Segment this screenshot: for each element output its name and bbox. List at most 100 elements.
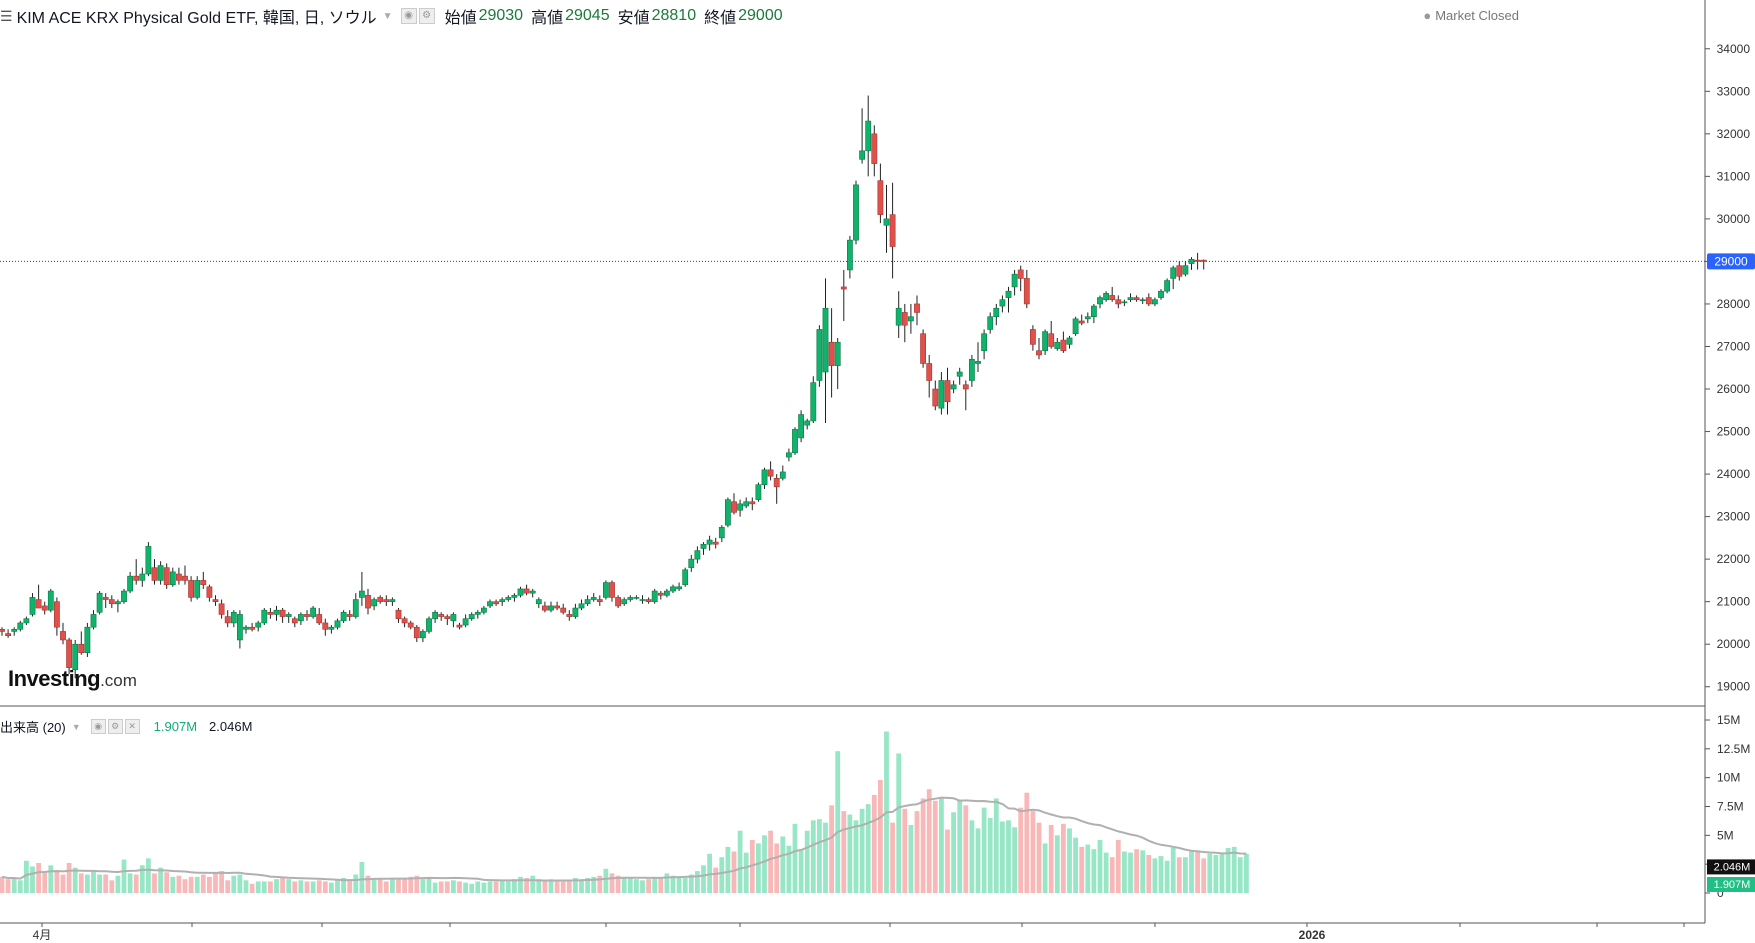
candle-body [267,612,274,615]
y-tick-label: 22000 [1717,552,1751,566]
candle-body [1133,297,1140,300]
volume-bar [402,878,407,893]
volume-bar [261,881,267,893]
volume-bar [859,808,865,893]
volume-bar [951,812,956,893]
volume-bar [670,875,676,893]
volume-bar [829,805,834,893]
volume-bar [914,811,920,893]
candle-body [993,307,1000,318]
candle-body [23,618,30,624]
volume-bar [451,880,456,893]
eye-icon[interactable]: ◉ [400,8,417,24]
volume-bar [194,876,200,893]
gear-icon[interactable]: ⚙ [418,8,435,24]
candle-body [633,597,640,599]
volume-bar [505,881,511,893]
candle-body [310,607,316,617]
volume-bar [97,874,102,893]
volume-bar [1024,792,1030,893]
volume-label[interactable]: 出来高 (20) [0,720,66,735]
volume-bar [383,881,389,893]
volume-bar [1054,835,1060,893]
vol-y-tick-label: 5M [1717,828,1734,842]
candle-body [1200,259,1207,262]
volume-bar [347,879,353,893]
candle-body [792,429,798,454]
candle-body [0,629,5,632]
x-tick-label: 4月 [33,928,52,942]
chevron-down-icon[interactable]: ▼ [382,10,393,22]
volume-bar [762,835,767,893]
candle-body [90,614,97,628]
volume-bar [176,875,182,893]
candle-body [999,299,1006,307]
candle-body [615,597,621,607]
volume-bar [890,822,895,893]
volume-bar [243,880,249,893]
volume-bar [1134,849,1139,893]
volume-bar [524,878,529,893]
volume-bar [438,881,444,893]
candle-body [932,388,939,407]
candle-body [468,614,475,619]
candle-body [767,469,774,477]
volume-bar [11,878,17,893]
candle-body [1127,297,1134,300]
gear-icon[interactable]: ⚙ [107,719,123,734]
volume-bar [542,881,548,893]
candle-body [712,541,719,545]
candle-body [657,592,664,596]
eye-icon[interactable]: ◉ [90,719,106,734]
volume-bar [432,882,438,893]
volume-bar [804,830,810,893]
volume-bar [1176,857,1182,893]
volume-bar [1207,853,1213,893]
candle-body [853,184,859,241]
candle-body [517,588,524,596]
volume-bar [54,869,60,893]
candle-body [889,214,896,247]
volume-bar [78,873,84,893]
candle-body [1054,341,1061,349]
candle-body [255,622,262,628]
candle-body [212,599,219,602]
candle-body [651,590,658,602]
volume-bar [298,880,304,893]
candle-body [572,607,579,617]
symbol-title[interactable]: KIM ACE KRX Physical Gold ETF, 韓国, 日, ソウ… [16,10,377,27]
volume-bar [1091,849,1097,893]
vol-y-tick-label: 7.5M [1717,800,1744,814]
chevron-down-icon[interactable]: ▼ [71,721,81,732]
volume-bar [1000,821,1005,893]
volume-bar [237,874,243,893]
candle-body [981,333,987,352]
candle-body [66,639,72,668]
candle-body [78,643,85,654]
candle-body [901,312,908,326]
volume-bar [768,830,773,893]
volume-bar [896,753,902,893]
candle-body [395,609,402,619]
market-status-label: Market Closed [1435,8,1519,23]
candle-body [584,599,591,605]
volume-bar [353,874,359,893]
volume-bar [786,845,792,893]
close-icon[interactable]: ✕ [124,719,140,734]
volume-bar [365,875,371,893]
volume-bar [255,881,261,893]
candle-body [737,503,743,511]
menu-icon[interactable]: ☰ [0,7,13,24]
volume-bar [530,875,536,893]
candle-body [1030,329,1036,345]
volume-bar [518,876,523,893]
volume-bar [1189,851,1194,893]
chart-header: ☰ KIM ACE KRX Physical Gold ETF, 韓国, 日, … [0,4,783,28]
candle-body [419,631,426,639]
volume-bar [30,866,35,893]
candle-body [127,575,133,592]
candle-body [663,590,670,596]
volume-bar [36,863,41,893]
candle-body [1048,333,1055,347]
